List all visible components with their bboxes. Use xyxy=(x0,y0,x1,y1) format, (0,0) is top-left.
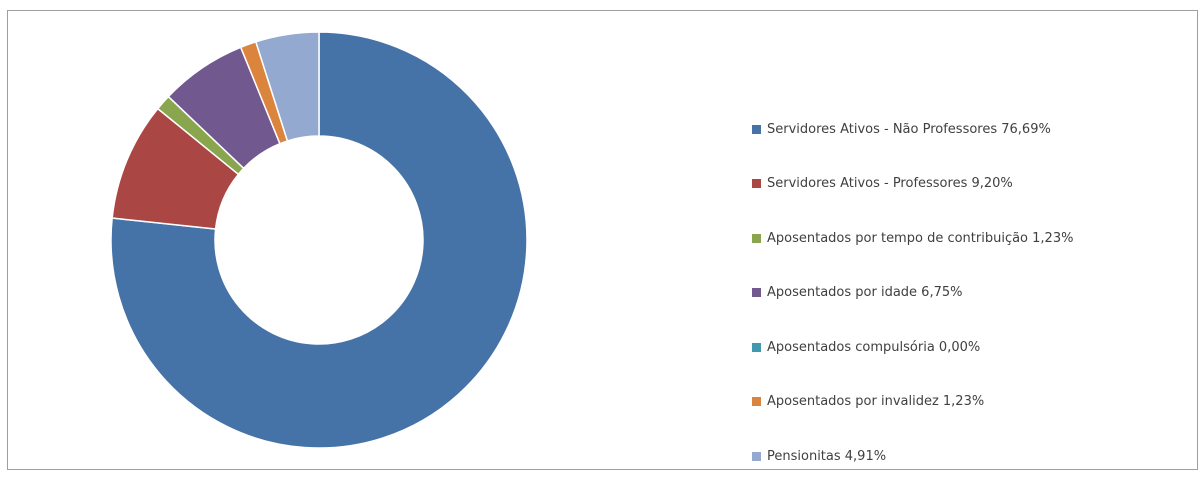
donut-chart xyxy=(110,31,528,449)
legend-item: Aposentados por idade 6,75% xyxy=(752,266,1073,321)
legend-item: Aposentados por tempo de contribuição 1,… xyxy=(752,211,1073,266)
legend-swatch xyxy=(752,179,761,189)
legend-swatch xyxy=(752,451,761,461)
chart-legend: Servidores Ativos - Não Professores 76,6… xyxy=(752,102,1073,484)
legend-item: Servidores Ativos - Não Professores 76,6… xyxy=(752,102,1073,157)
legend-swatch xyxy=(752,233,761,243)
legend-item: Pensionitas 4,91% xyxy=(752,429,1073,484)
legend-item: Aposentados por invalidez 1,23% xyxy=(752,375,1073,430)
legend-label: Servidores Ativos - Professores 9,20% xyxy=(767,176,1013,192)
legend-item: Servidores Ativos - Professores 9,20% xyxy=(752,157,1073,212)
legend-item: Aposentados compulsória 0,00% xyxy=(752,320,1073,375)
legend-swatch xyxy=(752,342,761,352)
chart-frame: Servidores Ativos - Não Professores 76,6… xyxy=(7,10,1198,470)
legend-label: Aposentados por idade 6,75% xyxy=(767,285,963,301)
legend-label: Aposentados por invalidez 1,23% xyxy=(767,394,985,410)
legend-swatch xyxy=(752,124,761,134)
donut-slice xyxy=(110,31,528,449)
donut-slice xyxy=(254,31,320,142)
legend-swatch xyxy=(752,288,761,298)
legend-label: Aposentados compulsória 0,00% xyxy=(767,339,981,355)
legend-swatch xyxy=(752,397,761,407)
legend-label: Pensionitas 4,91% xyxy=(767,448,887,464)
legend-label: Aposentados por tempo de contribuição 1,… xyxy=(767,230,1074,246)
legend-label: Servidores Ativos - Não Professores 76,6… xyxy=(767,121,1051,137)
